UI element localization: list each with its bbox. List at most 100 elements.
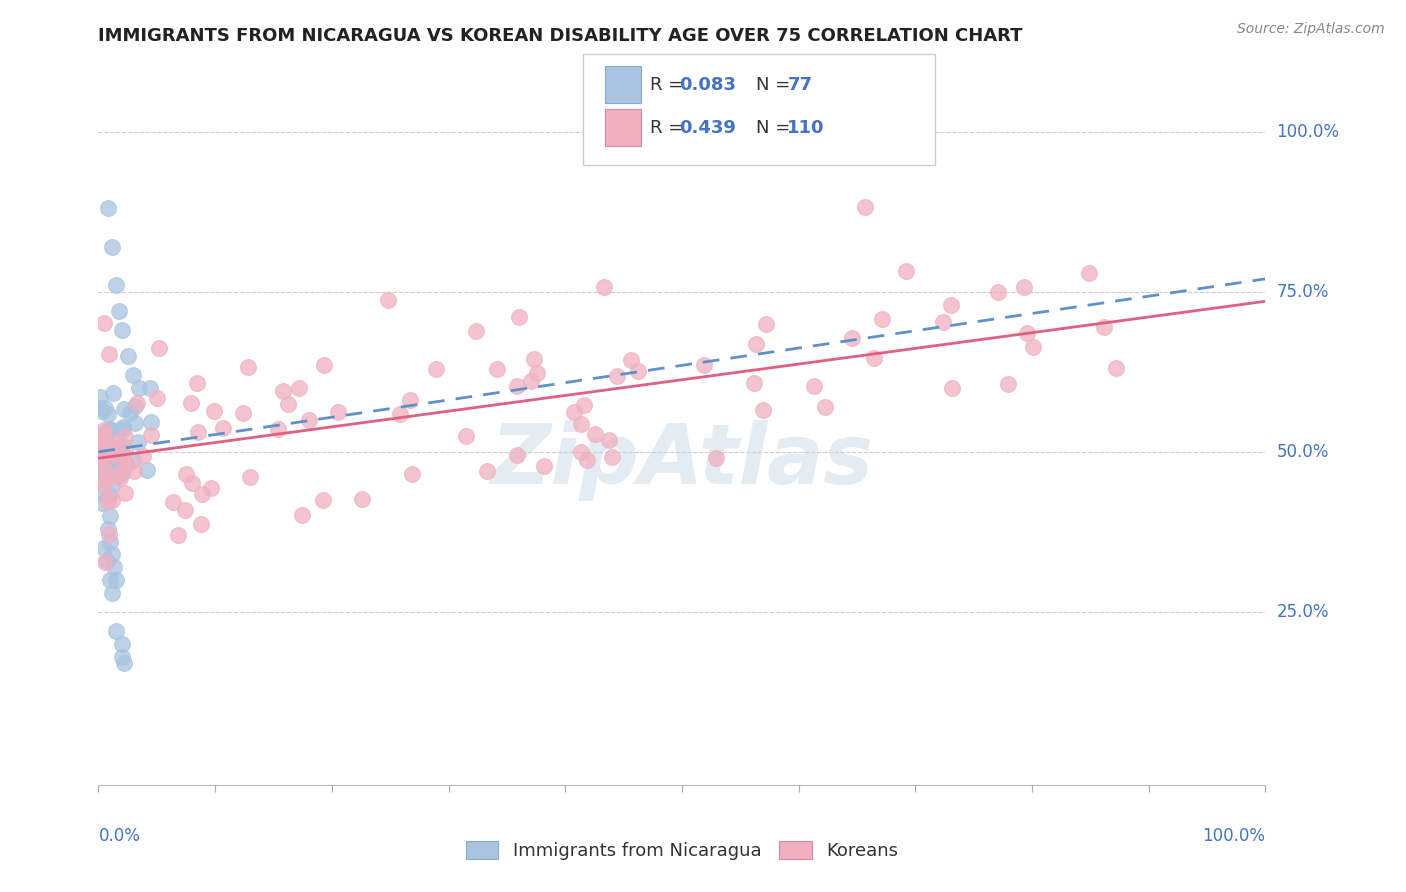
Point	[94, 401, 117, 416]
Point	[108, 471, 131, 485]
Point	[266, 422, 288, 436]
Point	[124, 416, 146, 430]
Point	[853, 200, 876, 214]
Text: N =: N =	[756, 76, 796, 94]
Point	[894, 263, 917, 277]
Point	[862, 351, 884, 365]
Point	[872, 311, 894, 326]
Point	[200, 481, 222, 495]
Point	[97, 522, 120, 536]
Point	[277, 397, 299, 411]
Legend: Immigrants from Nicaragua, Koreans: Immigrants from Nicaragua, Koreans	[458, 834, 905, 868]
Point	[598, 433, 620, 447]
Point	[120, 407, 142, 421]
Point	[94, 555, 117, 569]
Point	[91, 496, 114, 510]
Point	[932, 315, 955, 329]
Point	[941, 298, 963, 312]
Point	[592, 280, 614, 294]
Point	[533, 458, 555, 473]
Point	[104, 624, 127, 639]
Point	[569, 444, 592, 458]
Point	[146, 391, 169, 405]
Point	[89, 428, 111, 442]
Point	[90, 429, 112, 443]
Point	[506, 448, 529, 462]
Point	[103, 560, 125, 574]
Point	[115, 456, 138, 470]
Point	[238, 359, 260, 374]
Point	[124, 400, 146, 414]
Point	[135, 463, 157, 477]
Point	[232, 406, 254, 420]
Point	[1078, 266, 1101, 280]
Point	[97, 407, 120, 421]
Point	[186, 376, 208, 390]
Point	[112, 422, 135, 436]
Point	[111, 637, 134, 651]
Text: IMMIGRANTS FROM NICARAGUA VS KOREAN DISABILITY AGE OVER 75 CORRELATION CHART: IMMIGRANTS FROM NICARAGUA VS KOREAN DISA…	[98, 27, 1024, 45]
Point	[105, 434, 128, 449]
Point	[987, 285, 1010, 300]
Point	[111, 438, 134, 452]
Point	[125, 396, 148, 410]
Point	[90, 457, 112, 471]
Point	[91, 434, 114, 449]
Text: 100.0%: 100.0%	[1277, 122, 1340, 141]
Point	[576, 452, 599, 467]
Point	[111, 323, 134, 337]
Point	[693, 358, 716, 372]
Point	[101, 240, 124, 254]
Point	[98, 447, 121, 461]
Point	[90, 457, 112, 471]
Point	[93, 445, 115, 459]
Point	[288, 381, 311, 395]
Point	[101, 547, 124, 561]
Text: 0.083: 0.083	[679, 76, 737, 94]
Point	[180, 475, 202, 490]
Point	[114, 486, 136, 500]
Point	[314, 358, 336, 372]
Point	[273, 384, 295, 398]
Point	[101, 586, 124, 600]
Point	[89, 390, 111, 404]
Point	[1015, 326, 1038, 340]
Point	[93, 479, 115, 493]
Point	[107, 468, 129, 483]
Point	[93, 428, 115, 442]
Point	[97, 202, 120, 216]
Point	[190, 517, 212, 532]
Point	[93, 437, 115, 451]
Point	[425, 361, 447, 376]
Point	[803, 379, 825, 393]
Point	[98, 422, 121, 436]
Point	[751, 403, 773, 417]
Text: Source: ZipAtlas.com: Source: ZipAtlas.com	[1237, 22, 1385, 37]
Point	[162, 495, 184, 509]
Point	[627, 364, 650, 378]
Point	[100, 440, 122, 454]
Point	[124, 464, 146, 478]
Point	[399, 393, 422, 408]
Point	[132, 450, 155, 464]
Point	[997, 377, 1019, 392]
Point	[89, 450, 111, 464]
Point	[98, 573, 121, 587]
Point	[89, 464, 111, 478]
Point	[96, 554, 118, 568]
Point	[291, 508, 314, 523]
Point	[91, 452, 114, 467]
Point	[526, 367, 548, 381]
Point	[454, 429, 477, 443]
Point	[128, 381, 150, 395]
Point	[90, 466, 112, 480]
Point	[98, 423, 121, 437]
Point	[742, 376, 765, 391]
Point	[814, 401, 837, 415]
Point	[93, 541, 115, 555]
Point	[103, 449, 125, 463]
Point	[97, 441, 120, 455]
Point	[139, 415, 162, 429]
Text: 77: 77	[787, 76, 813, 94]
Point	[101, 476, 124, 491]
